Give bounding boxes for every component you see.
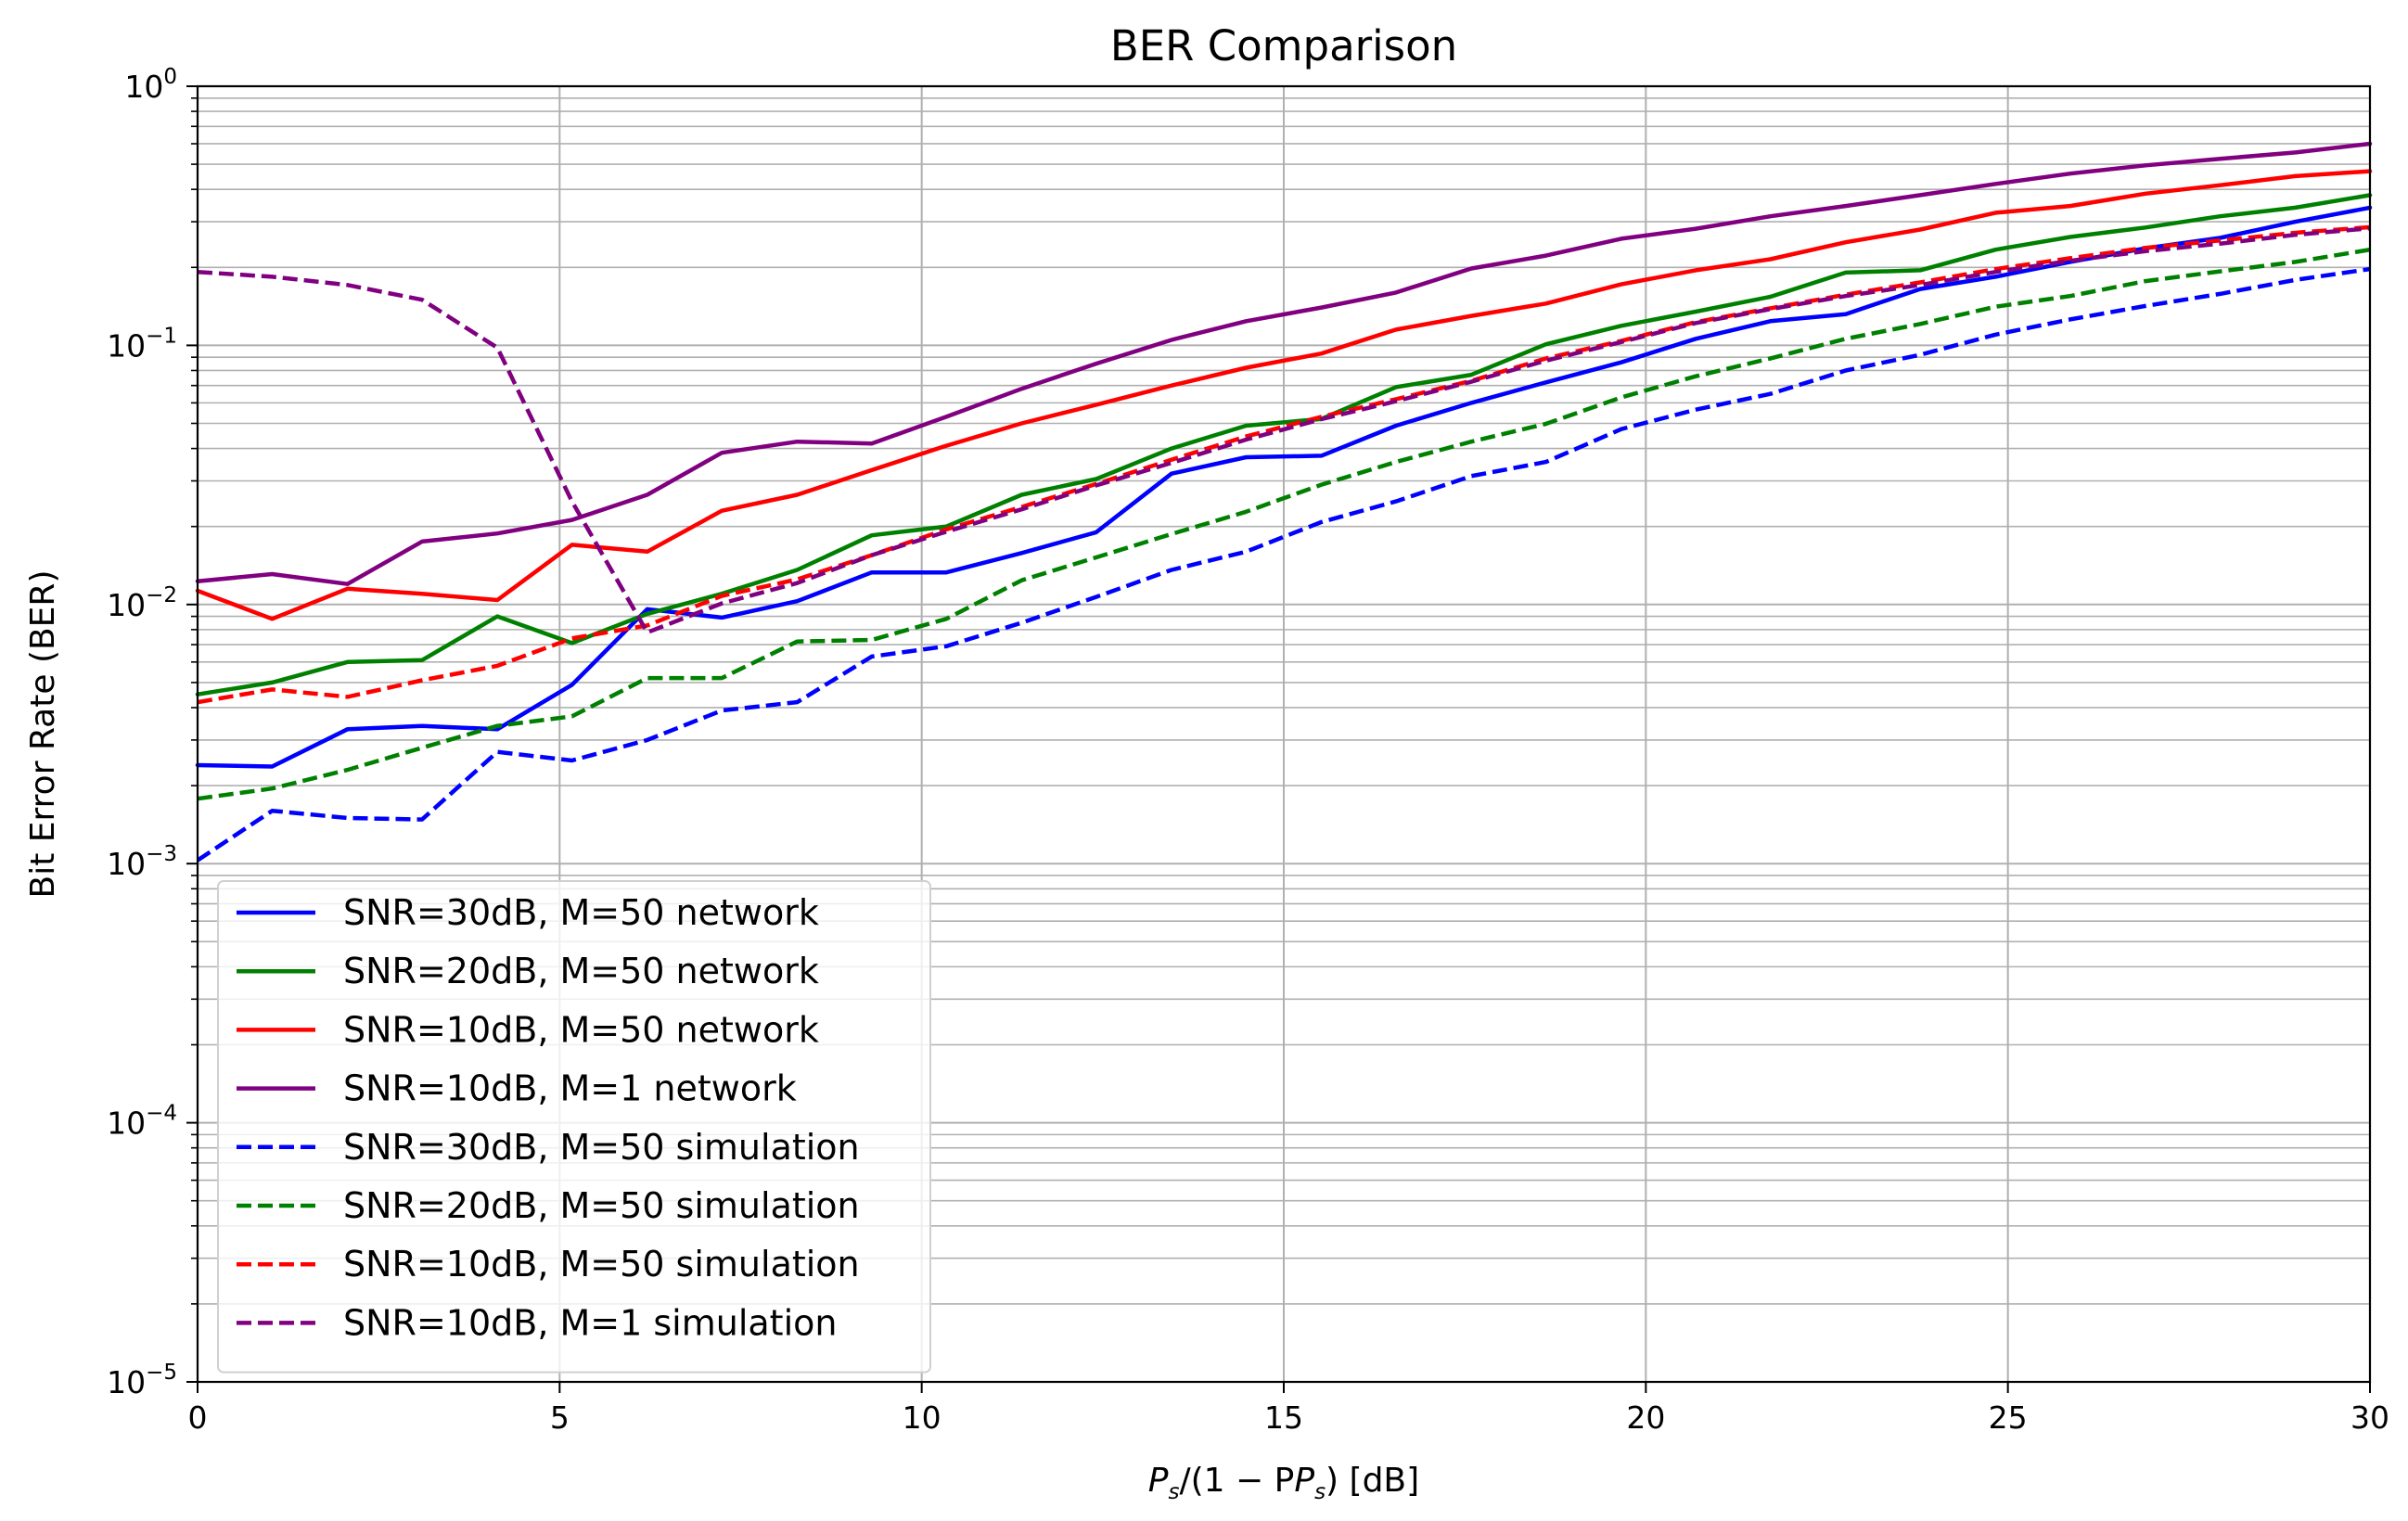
legend-label: SNR=10dB, M=50 simulation bbox=[343, 1244, 860, 1285]
x-tick-label: 10 bbox=[903, 1400, 941, 1436]
x-axis-label: Ps/(1 − PPs) [dB] bbox=[1148, 1462, 1419, 1504]
legend-label: SNR=20dB, M=50 network bbox=[343, 951, 819, 991]
y-axis-label: Bit Error Rate (BER) bbox=[24, 570, 62, 899]
y-tick-label: 10−4 bbox=[107, 1102, 177, 1142]
series-line-7 bbox=[197, 224, 2371, 705]
x-tick-label: 30 bbox=[2350, 1400, 2389, 1436]
x-label-tail: ) [dB] bbox=[1326, 1462, 1419, 1500]
x-tick-label: 25 bbox=[1989, 1400, 2028, 1436]
x-label-sub2: s bbox=[1314, 1480, 1326, 1504]
legend-label: SNR=20dB, M=50 simulation bbox=[343, 1185, 860, 1226]
y-tick-label: 10−2 bbox=[107, 583, 177, 623]
y-tick-label: 10−5 bbox=[107, 1361, 177, 1400]
series-line-6 bbox=[197, 247, 2371, 801]
legend-label: SNR=10dB, M=50 network bbox=[343, 1009, 819, 1050]
x-tick-label: 5 bbox=[550, 1400, 570, 1436]
series-line-8 bbox=[197, 225, 2371, 635]
x-label-sub1: s bbox=[1169, 1480, 1180, 1504]
x-label-mid: /(1 − P bbox=[1180, 1462, 1295, 1500]
series-line-3 bbox=[195, 169, 2373, 621]
x-label-p1: P bbox=[1148, 1462, 1169, 1500]
chart-title: BER Comparison bbox=[1110, 21, 1457, 70]
y-tick-label: 10−1 bbox=[107, 324, 177, 364]
legend: SNR=30dB, M=50 network SNR=20dB, M=50 net… bbox=[217, 880, 931, 1374]
legend-label: SNR=30dB, M=50 network bbox=[343, 892, 819, 933]
legend-label: SNR=10dB, M=1 simulation bbox=[343, 1302, 837, 1343]
y-tick-label: 10−3 bbox=[107, 842, 177, 882]
x-tick-labels: 0 5 10 15 20 25 30 bbox=[188, 1400, 2390, 1436]
series-line-2 bbox=[195, 193, 2373, 697]
series-line-4 bbox=[195, 141, 2373, 586]
x-tick-label: 20 bbox=[1626, 1400, 1665, 1436]
legend-label: SNR=10dB, M=1 network bbox=[343, 1068, 797, 1109]
x-tick-label: 15 bbox=[1264, 1400, 1303, 1436]
x-label-p2: P bbox=[1294, 1462, 1314, 1500]
series-line-5 bbox=[196, 266, 2371, 863]
legend-box bbox=[217, 880, 931, 1374]
legend-label: SNR=30dB, M=50 simulation bbox=[343, 1127, 860, 1168]
x-tick-label: 0 bbox=[188, 1400, 208, 1436]
y-tick-labels: 100 10−1 10−2 10−3 10−4 10−5 bbox=[107, 65, 177, 1400]
series-lines bbox=[195, 141, 2373, 863]
axis-ticks bbox=[186, 85, 2371, 1393]
series-line-1 bbox=[195, 205, 2373, 769]
y-tick-label: 100 bbox=[124, 65, 177, 105]
